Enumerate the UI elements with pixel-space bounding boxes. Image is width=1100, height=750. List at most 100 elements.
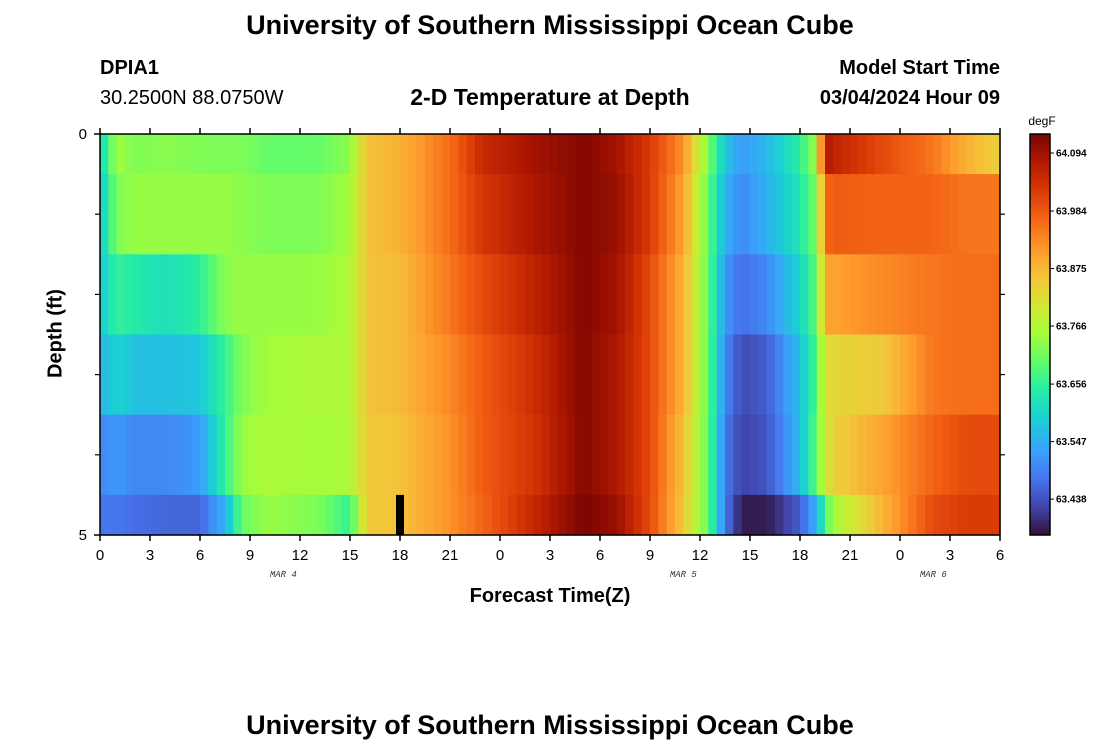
heatmap-cell xyxy=(816,254,826,336)
heatmap-cell xyxy=(283,414,293,496)
heatmap-cell xyxy=(866,494,876,536)
heatmap-cell xyxy=(591,494,601,536)
heatmap-cell xyxy=(475,174,484,255)
heatmap-cell xyxy=(250,134,259,175)
heatmap-cell xyxy=(450,254,459,336)
heatmap-cell xyxy=(691,174,701,255)
heatmap-cell xyxy=(433,174,443,255)
heatmap-cell xyxy=(775,414,784,496)
x-tick-label: 9 xyxy=(646,547,654,564)
heatmap-cell xyxy=(841,174,851,255)
heatmap-cell xyxy=(975,134,984,175)
heatmap-cell xyxy=(641,494,651,536)
heatmap-cell xyxy=(116,414,126,496)
heatmap-cell xyxy=(250,494,259,536)
heatmap-cell xyxy=(775,254,784,336)
heatmap-cell xyxy=(125,334,134,416)
heatmap-cell xyxy=(175,174,184,255)
heatmap-cell xyxy=(966,174,976,255)
heatmap-cell xyxy=(625,494,634,536)
heatmap-cell xyxy=(941,414,951,496)
heatmap-cell xyxy=(625,334,634,416)
heatmap-cell xyxy=(875,494,884,536)
heatmap-cell xyxy=(358,134,368,175)
heatmap-cell xyxy=(708,134,718,175)
heatmap-cell xyxy=(350,254,359,336)
heatmap-cell xyxy=(758,134,768,175)
heatmap-cell xyxy=(266,174,276,255)
heatmap-cell xyxy=(933,134,943,175)
heatmap-cell xyxy=(350,174,359,255)
heatmap-cell xyxy=(100,174,109,255)
heatmap-cell xyxy=(258,414,268,496)
heatmap-cell xyxy=(900,254,909,336)
heatmap-cell xyxy=(966,254,976,336)
heatmap-cell xyxy=(191,334,201,416)
heatmap-cell xyxy=(216,334,226,416)
heatmap-cell xyxy=(816,174,826,255)
heatmap-cell xyxy=(583,494,593,536)
model-start-value: 03/04/2024 Hour 09 xyxy=(819,87,1000,109)
heatmap-cell xyxy=(241,134,251,175)
heatmap-cell xyxy=(816,334,826,416)
heatmap-cell xyxy=(533,414,543,496)
heatmap-cell xyxy=(941,334,951,416)
colorbar-tick-label: 63.984 xyxy=(1056,207,1087,218)
heatmap-cell xyxy=(858,414,868,496)
heatmap-cell xyxy=(808,334,818,416)
heatmap-cell xyxy=(116,254,126,336)
heatmap-cell xyxy=(516,134,526,175)
heatmap-cell xyxy=(908,134,918,175)
heatmap-cell xyxy=(358,174,368,255)
heatmap-cell xyxy=(200,334,209,416)
heatmap-cell xyxy=(225,174,234,255)
heatmap-cell xyxy=(766,254,776,336)
heatmap-cell xyxy=(300,334,309,416)
heatmap-cell xyxy=(241,254,251,336)
heatmap-cell xyxy=(758,414,768,496)
heatmap-cell xyxy=(383,494,393,536)
heatmap-cell xyxy=(266,254,276,336)
heatmap-cell xyxy=(275,254,284,336)
heatmap-cell xyxy=(983,134,993,175)
heatmap-cell xyxy=(116,174,126,255)
heatmap-cell xyxy=(508,494,518,536)
heatmap-cell xyxy=(416,494,426,536)
colorbar-unit: degF xyxy=(1028,114,1055,128)
heatmap-cell xyxy=(133,254,143,336)
heatmap-cell xyxy=(200,494,209,536)
model-start-label: Model Start Time xyxy=(839,57,1000,79)
heatmap-cell xyxy=(750,414,759,496)
heatmap-cell xyxy=(666,134,676,175)
heatmap-cell xyxy=(308,414,318,496)
heatmap-cell xyxy=(733,334,743,416)
heatmap-cell xyxy=(200,414,209,496)
heatmap-cell xyxy=(500,334,509,416)
heatmap-cell xyxy=(716,134,726,175)
heatmap-cell xyxy=(641,334,651,416)
heatmap-cell xyxy=(541,174,551,255)
heatmap-cell xyxy=(908,254,918,336)
heatmap-cell xyxy=(175,254,184,336)
heatmap-cell xyxy=(425,134,434,175)
heatmap-cell xyxy=(233,254,243,336)
heatmap-cell xyxy=(441,494,451,536)
heatmap-cell xyxy=(650,494,659,536)
heatmap-cell xyxy=(216,134,226,175)
heatmap-cell xyxy=(408,494,418,536)
heatmap-cell xyxy=(900,174,909,255)
x-tick-label: 18 xyxy=(392,547,409,564)
heatmap-cell xyxy=(375,134,384,175)
heatmap-cell xyxy=(216,174,226,255)
heatmap-cell xyxy=(883,174,893,255)
heatmap-cell xyxy=(575,334,584,416)
heatmap-cell xyxy=(575,414,584,496)
heatmap-cell xyxy=(250,334,259,416)
heatmap-cell xyxy=(166,414,176,496)
heatmap-cell xyxy=(400,414,409,496)
heatmap-cell xyxy=(233,134,243,175)
heatmap-cell xyxy=(966,414,976,496)
heatmap-cell xyxy=(625,254,634,336)
heatmap-cell xyxy=(733,414,743,496)
heatmap-cell xyxy=(291,174,301,255)
